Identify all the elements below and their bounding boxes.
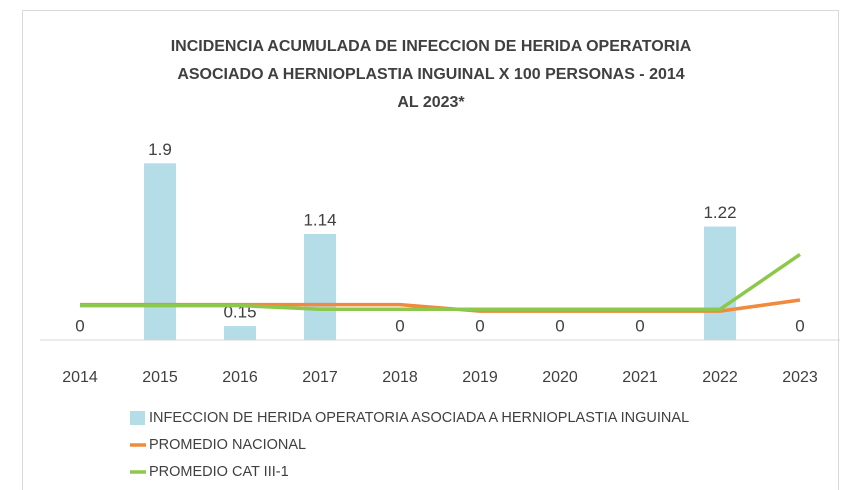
bar xyxy=(144,163,176,340)
legend-swatch xyxy=(130,411,145,425)
data-label: 1.9 xyxy=(148,140,172,159)
x-tick-label: 2018 xyxy=(382,369,418,386)
line xyxy=(80,252,801,312)
x-tick-label: 2016 xyxy=(222,369,258,386)
x-tick-label: 2023 xyxy=(782,369,818,386)
legend-label: INFECCION DE HERIDA OPERATORIA ASOCIADA … xyxy=(149,410,689,426)
data-label: 0 xyxy=(555,316,564,335)
title-line: AL 2023* xyxy=(397,94,465,111)
x-tick-label: 2021 xyxy=(622,369,658,386)
title-line: ASOCIADO A HERNIOPLASTIA INGUINAL X 100 … xyxy=(177,66,684,83)
x-tick-label: 2017 xyxy=(302,369,338,386)
bar xyxy=(224,326,256,340)
chart-title: INCIDENCIA ACUMULADA DE INFECCION DE HER… xyxy=(171,38,692,111)
x-tick-label: 2022 xyxy=(702,369,738,386)
data-label: 0 xyxy=(75,316,84,335)
data-label: 1.22 xyxy=(703,203,736,222)
bar xyxy=(304,233,336,340)
data-label: 0 xyxy=(795,316,804,335)
title-line: INCIDENCIA ACUMULADA DE INFECCION DE HER… xyxy=(171,38,692,55)
bar xyxy=(704,226,736,340)
x-tick-label: 2014 xyxy=(62,369,98,386)
data-label: 0 xyxy=(475,316,484,335)
x-tick-label: 2020 xyxy=(542,369,578,386)
x-tick-label: 2015 xyxy=(142,369,178,386)
x-tick-label: 2019 xyxy=(462,369,498,386)
legend-label: PROMEDIO CAT III-1 xyxy=(149,464,289,480)
data-label: 0 xyxy=(635,316,644,335)
data-label: 0 xyxy=(395,316,404,335)
legend-label: PROMEDIO NACIONAL xyxy=(149,437,306,453)
data-label: 1.14 xyxy=(303,210,336,229)
